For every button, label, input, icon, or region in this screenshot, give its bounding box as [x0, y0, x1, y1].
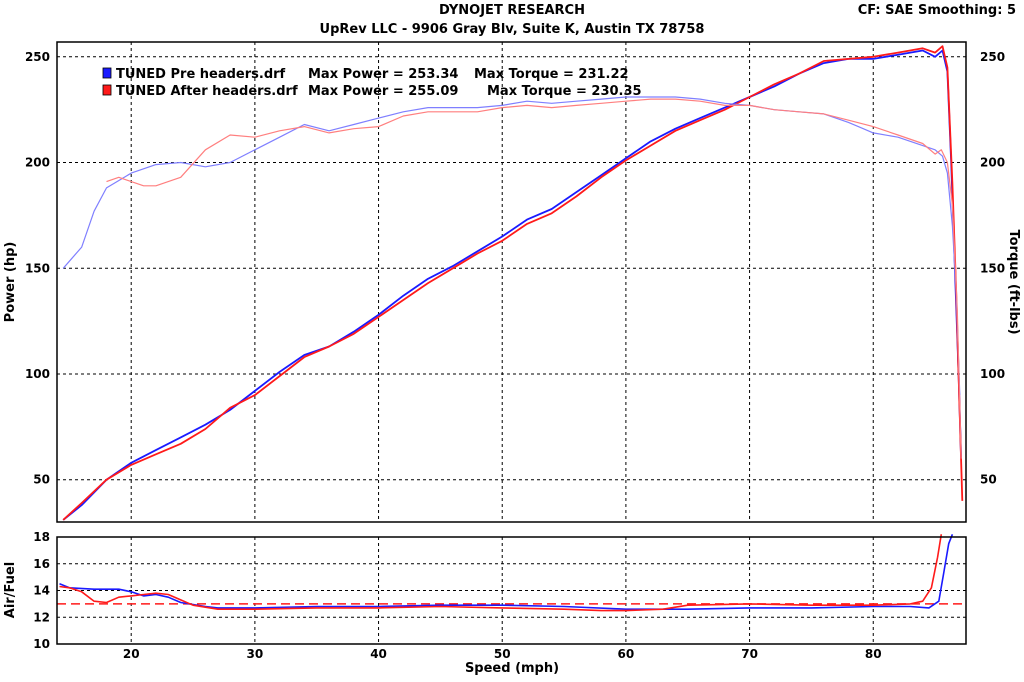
y-axis-label-afr: Air/Fuel: [3, 562, 18, 618]
legend-torque-after: Max Torque = 230.35: [487, 84, 642, 99]
y2-tick-label-250: 250: [980, 50, 1005, 64]
x-tick-label-50: 50: [494, 647, 511, 661]
series-torque-after: [106, 98, 962, 459]
x-tick-label-30: 30: [247, 647, 264, 661]
legend-file-after: TUNED After headers.drf: [116, 84, 298, 99]
y2-tick-label-150: 150: [980, 261, 1005, 275]
afr-plot-grid: [57, 537, 966, 644]
x-tick-label-20: 20: [123, 647, 140, 661]
afr-series: [59, 534, 954, 612]
afr-tick-label-12: 12: [33, 610, 50, 624]
y-axis-label-torque: Torque (ft-lbs): [1006, 229, 1021, 334]
legend-power-after: Max Power = 255.09: [308, 84, 458, 99]
legend-swatch-after: [102, 84, 112, 96]
y2-tick-label-100: 100: [980, 367, 1005, 381]
x-tick-label-60: 60: [618, 647, 635, 661]
y2-tick-label-200: 200: [980, 156, 1005, 170]
afr-tick-label-16: 16: [33, 557, 50, 571]
chart-title: DYNOJET RESEARCH: [439, 3, 585, 18]
correction-settings: CF: SAE Smoothing: 5: [857, 3, 1016, 18]
axis-ticks: 50 50 100 100 150 150 200 200 250 250 10 12 14 16 18 20…: [25, 50, 1005, 661]
series-torque-pre: [62, 96, 961, 396]
legend-torque-pre: Max Torque = 231.22: [474, 67, 629, 82]
afr-tick-label-10: 10: [33, 637, 50, 651]
x-tick-label-40: 40: [370, 647, 387, 661]
x-tick-label-70: 70: [741, 647, 758, 661]
y-tick-label-100: 100: [25, 367, 50, 381]
afr-plot-frame: [56, 536, 967, 645]
legend-power-pre: Max Power = 253.34: [308, 67, 458, 82]
legend-swatch-pre: [102, 67, 112, 79]
main-plot-frame: [56, 41, 967, 523]
legend: TUNED Pre headers.drf Max Power = 253.34…: [102, 67, 642, 99]
y-axis-label-power: Power (hp): [3, 242, 18, 323]
afr-tick-label-14: 14: [33, 584, 50, 598]
y-tick-label-200: 200: [25, 156, 50, 170]
chart-subtitle: UpRev LLC - 9906 Gray Blv, Suite K, Aust…: [319, 22, 705, 37]
series-afr-after: [59, 534, 943, 612]
legend-file-pre: TUNED Pre headers.drf: [116, 67, 286, 82]
main-plot-grid: [57, 42, 966, 522]
series-power-pre: [62, 49, 962, 521]
power-torque-series: [62, 45, 964, 521]
y2-tick-label-50: 50: [980, 473, 997, 487]
y-tick-label-50: 50: [33, 473, 50, 487]
series-afr-pre: [59, 534, 954, 610]
series-power-after: [62, 45, 964, 521]
x-tick-label-80: 80: [865, 647, 882, 661]
x-axis-label: Speed (mph): [465, 661, 559, 676]
afr-tick-label-18: 18: [33, 530, 50, 544]
y-tick-label-150: 150: [25, 261, 50, 275]
y-tick-label-250: 250: [25, 50, 50, 64]
